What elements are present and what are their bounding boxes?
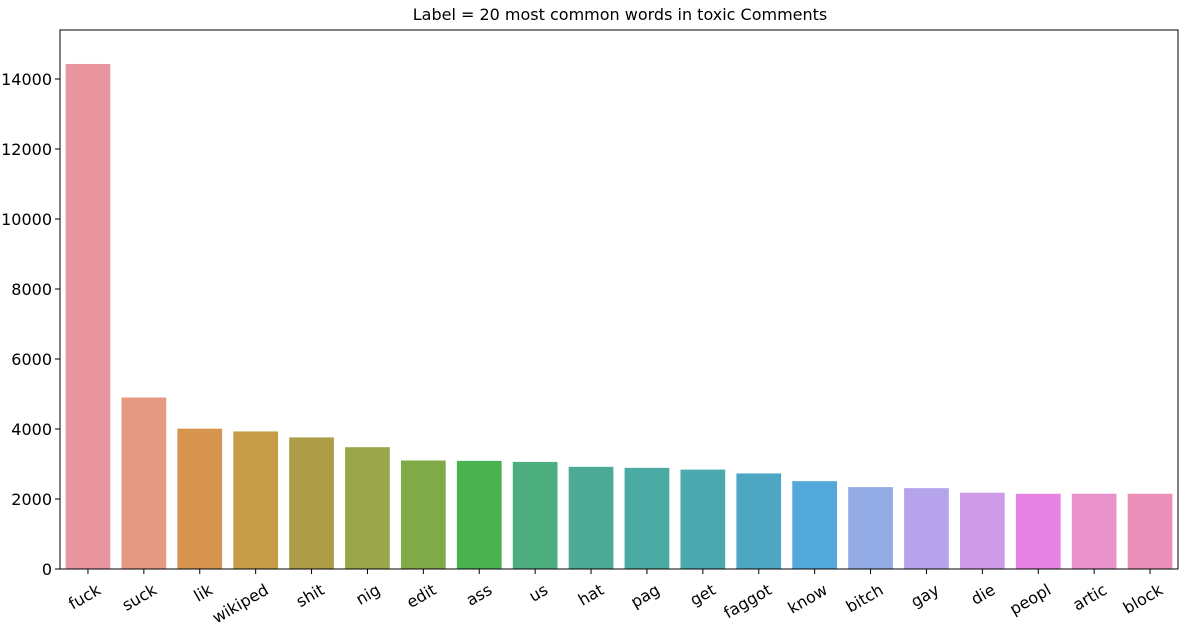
y-tick-label: 10000 bbox=[1, 210, 52, 229]
x-tick-label: get bbox=[687, 580, 719, 610]
x-tick-label: bitch bbox=[843, 580, 887, 616]
x-tick-label: gay bbox=[907, 580, 942, 611]
bar-know bbox=[792, 481, 838, 569]
bar-bitch bbox=[848, 487, 893, 569]
x-tick-label: hat bbox=[575, 580, 607, 610]
y-tick-label: 12000 bbox=[1, 140, 52, 159]
x-tick-label: suck bbox=[119, 580, 161, 615]
plot-frame bbox=[59, 29, 1179, 570]
y-tick-label: 6000 bbox=[11, 350, 52, 369]
x-tick-label: pag bbox=[627, 580, 663, 612]
y-tick-label: 8000 bbox=[11, 280, 52, 299]
bar-shit bbox=[289, 437, 334, 569]
chart-title: Label = 20 most common words in toxic Co… bbox=[413, 5, 828, 24]
bar-us bbox=[512, 461, 558, 569]
x-tick-label: faggot bbox=[720, 580, 774, 622]
bar-pag bbox=[624, 467, 670, 569]
bar-faggot bbox=[736, 473, 782, 569]
bar-lik bbox=[177, 428, 223, 569]
x-tick-label: ass bbox=[463, 580, 495, 610]
bar-peopl bbox=[1015, 493, 1061, 569]
bar-hat bbox=[568, 466, 614, 569]
bar-fuck bbox=[65, 63, 111, 569]
y-tick-label: 14000 bbox=[1, 70, 52, 89]
x-tick-label: edit bbox=[403, 580, 439, 612]
y-tick-label: 2000 bbox=[11, 490, 52, 509]
y-axis: 0 2000 4000 6000 8000 10000 12000 14000 bbox=[1, 70, 60, 579]
y-tick-label: 0 bbox=[42, 560, 52, 579]
x-tick-label: nig bbox=[353, 580, 384, 609]
y-tick-label: 4000 bbox=[11, 420, 52, 439]
x-tick-label: know bbox=[785, 580, 831, 618]
bar-nig bbox=[345, 447, 390, 569]
x-tick-label: die bbox=[968, 580, 999, 609]
x-tick-label: lik bbox=[191, 580, 217, 606]
x-tick-label: us bbox=[526, 580, 552, 606]
bar-die bbox=[959, 492, 1005, 569]
x-tick-label: peopl bbox=[1006, 580, 1054, 619]
bar-block bbox=[1127, 493, 1173, 569]
bars bbox=[65, 63, 1173, 569]
bar-get bbox=[680, 469, 726, 569]
bar-suck bbox=[121, 397, 167, 569]
bar-gay bbox=[904, 488, 949, 569]
bar-wikiped bbox=[233, 431, 279, 569]
x-tick-label: shit bbox=[293, 580, 328, 611]
bar-artic bbox=[1071, 493, 1117, 569]
x-tick-label: artic bbox=[1070, 580, 1111, 614]
x-tick-label: wikiped bbox=[209, 580, 272, 624]
x-tick-label: fuck bbox=[65, 580, 104, 614]
x-tick-label: block bbox=[1120, 580, 1167, 618]
bar-edit bbox=[400, 460, 446, 569]
bar-ass bbox=[456, 460, 502, 569]
